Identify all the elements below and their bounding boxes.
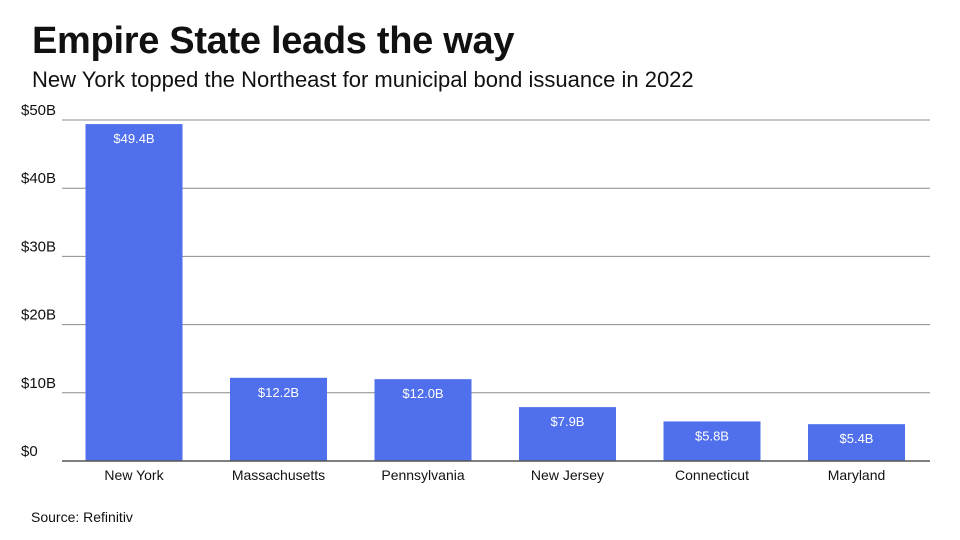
x-tick-label: Massachusetts	[232, 467, 325, 483]
bar-value-label: $49.4B	[113, 131, 154, 146]
y-tick-label: $50B	[21, 102, 56, 119]
x-tick-label: New York	[104, 467, 164, 483]
x-tick-label: New Jersey	[531, 467, 604, 483]
x-tick-label: Connecticut	[675, 467, 749, 483]
source-note: Source: Refinitiv	[31, 509, 133, 525]
bar-value-label: $12.0B	[402, 386, 443, 401]
y-tick-label: $10B	[21, 375, 56, 392]
chart-title: Empire State leads the way	[32, 20, 515, 62]
bar-value-label: $7.9B	[551, 414, 585, 429]
bar	[85, 124, 183, 461]
bar	[808, 424, 905, 461]
chart-subtitle: New York topped the Northeast for munici…	[32, 67, 694, 92]
y-tick-label: $20B	[21, 307, 56, 324]
x-tick-label: Maryland	[828, 467, 886, 483]
y-tick-label: $0	[21, 443, 38, 460]
y-tick-label: $40B	[21, 170, 56, 187]
bar	[230, 377, 327, 461]
x-tick-label: Pennsylvania	[381, 467, 464, 483]
bar-value-label: $5.4B	[840, 431, 874, 446]
bar	[519, 407, 616, 461]
bar	[374, 379, 472, 461]
bar-value-label: $12.2B	[258, 385, 299, 400]
bar	[663, 421, 761, 461]
bar-value-label: $5.8B	[695, 428, 729, 443]
y-tick-label: $30B	[21, 238, 56, 255]
